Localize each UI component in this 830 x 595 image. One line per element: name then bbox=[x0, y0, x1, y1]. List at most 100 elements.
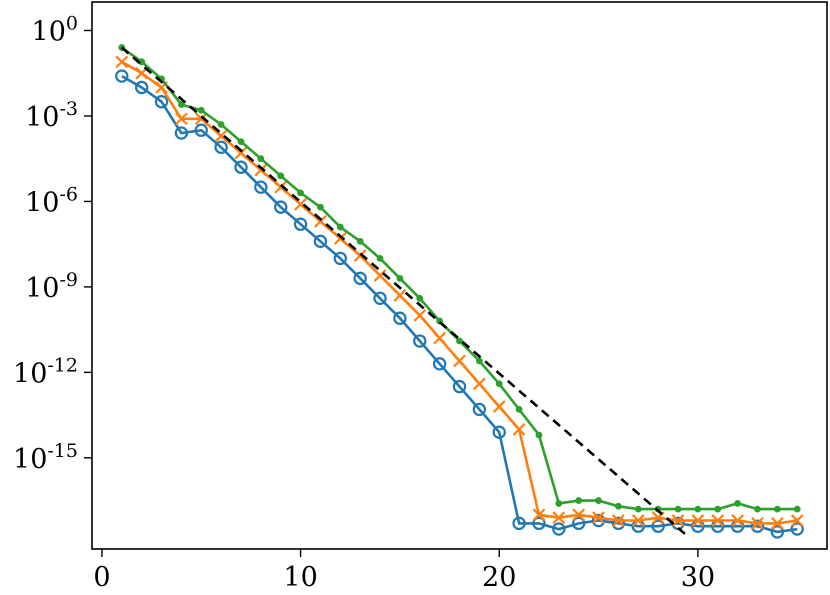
series-1-point-28 bbox=[671, 514, 685, 527]
series-2-point-21 bbox=[535, 431, 543, 439]
series-1-point-15 bbox=[413, 309, 427, 322]
series-2-point-25 bbox=[615, 502, 622, 510]
series-2-point-33 bbox=[773, 505, 781, 513]
series-0-point-34 bbox=[790, 522, 804, 536]
series-1-point-19 bbox=[492, 400, 506, 413]
series-2-point-18 bbox=[475, 357, 483, 365]
series-2-point-12 bbox=[356, 237, 364, 245]
series-0-point-24 bbox=[591, 513, 606, 528]
series-1-point-7 bbox=[254, 163, 268, 177]
series-2-point-6 bbox=[237, 138, 245, 145]
x-tick-label-0: 0 bbox=[93, 562, 110, 593]
series-2-point-19 bbox=[495, 380, 503, 388]
y-tick-label-4: 10-12 bbox=[13, 354, 78, 389]
series-1-point-6 bbox=[234, 146, 248, 160]
series-0-point-13 bbox=[373, 291, 387, 305]
series-1-point-31 bbox=[731, 514, 744, 527]
series-2-point-29 bbox=[694, 505, 702, 513]
series-1-point-32 bbox=[751, 516, 764, 530]
y-tick-label-2: 10-6 bbox=[25, 183, 78, 218]
y-tick-label-1: 10-3 bbox=[25, 98, 78, 133]
series-0-point-12 bbox=[353, 271, 367, 286]
series-1 bbox=[115, 55, 804, 530]
series-1-point-12 bbox=[353, 249, 367, 262]
series-1-point-0 bbox=[115, 55, 129, 69]
series-1-point-4 bbox=[194, 112, 208, 126]
series-0-point-1 bbox=[134, 80, 149, 95]
series-0-point-14 bbox=[393, 311, 407, 325]
series-2-point-4 bbox=[197, 106, 205, 114]
series-3 bbox=[120, 46, 687, 536]
series-1-point-10 bbox=[314, 214, 327, 228]
series-1-line bbox=[121, 60, 798, 525]
y-tick-label-3: 10-9 bbox=[25, 269, 78, 304]
series-1-point-22 bbox=[552, 511, 566, 525]
series-0-point-20 bbox=[512, 516, 526, 531]
axes-frame bbox=[91, 1, 828, 550]
series-0-point-19 bbox=[492, 425, 506, 439]
series-1-point-14 bbox=[393, 289, 407, 302]
series-2-point-32 bbox=[754, 505, 761, 513]
series-1-point-20 bbox=[512, 422, 526, 436]
series-2-point-3 bbox=[177, 101, 185, 108]
series-2-point-24 bbox=[595, 497, 602, 504]
series-1-point-30 bbox=[711, 514, 725, 527]
series-2-point-14 bbox=[396, 274, 404, 282]
series-0-point-6 bbox=[234, 160, 248, 174]
series-1-point-24 bbox=[592, 511, 605, 525]
series-2-point-5 bbox=[217, 121, 225, 128]
series-0-point-8 bbox=[274, 200, 288, 214]
series-2 bbox=[118, 44, 801, 513]
series-0-point-22 bbox=[552, 522, 566, 536]
series-0-point-23 bbox=[571, 516, 586, 531]
series-2-point-15 bbox=[416, 294, 424, 302]
x-tick-label-2: 20 bbox=[482, 562, 516, 593]
x-tick-label-3: 30 bbox=[681, 562, 715, 593]
series-1-point-33 bbox=[770, 516, 784, 530]
series-1-point-9 bbox=[294, 197, 307, 211]
series-2-point-10 bbox=[317, 203, 324, 211]
series-0-point-27 bbox=[651, 519, 665, 533]
series-1-point-23 bbox=[572, 508, 586, 522]
series-0-point-33 bbox=[770, 525, 785, 539]
series-1-point-16 bbox=[433, 331, 447, 345]
series-2-point-1 bbox=[138, 58, 146, 66]
series-1-point-34 bbox=[790, 514, 804, 527]
series-3-line bbox=[120, 46, 687, 536]
series-0-point-2 bbox=[154, 95, 169, 109]
series-1-point-11 bbox=[333, 232, 347, 245]
series-0-point-11 bbox=[333, 251, 348, 266]
series-2-line bbox=[121, 46, 798, 511]
series-1-point-26 bbox=[631, 514, 645, 527]
series-2-point-7 bbox=[257, 155, 265, 163]
series-0-point-21 bbox=[532, 516, 546, 531]
series-1-point-5 bbox=[214, 129, 228, 143]
series-1-point-25 bbox=[612, 514, 625, 527]
series-0-point-32 bbox=[750, 519, 765, 533]
series-1-point-17 bbox=[453, 354, 466, 368]
series-0-point-5 bbox=[214, 140, 228, 154]
series-0-point-7 bbox=[254, 180, 268, 194]
series-1-point-29 bbox=[691, 514, 705, 527]
x-tick-label-1: 10 bbox=[283, 562, 317, 593]
series-0-point-3 bbox=[174, 126, 189, 140]
y-tick-label-0: 100 bbox=[32, 12, 78, 47]
series-2-point-20 bbox=[515, 406, 523, 413]
series-layer bbox=[115, 44, 804, 539]
series-2-point-30 bbox=[714, 505, 722, 513]
series-0-point-4 bbox=[194, 123, 208, 137]
series-2-point-9 bbox=[297, 189, 304, 197]
series-2-point-22 bbox=[555, 500, 563, 507]
series-0-point-15 bbox=[413, 334, 427, 348]
series-2-point-28 bbox=[674, 505, 682, 513]
series-2-point-34 bbox=[793, 505, 801, 513]
series-2-point-26 bbox=[634, 505, 642, 513]
series-2-point-13 bbox=[376, 255, 384, 262]
series-0-point-9 bbox=[293, 217, 308, 231]
series-0-point-17 bbox=[452, 379, 467, 394]
series-1-point-3 bbox=[175, 112, 188, 126]
series-2-point-17 bbox=[456, 337, 463, 345]
series-1-point-21 bbox=[532, 508, 546, 522]
series-0-point-10 bbox=[313, 234, 328, 249]
